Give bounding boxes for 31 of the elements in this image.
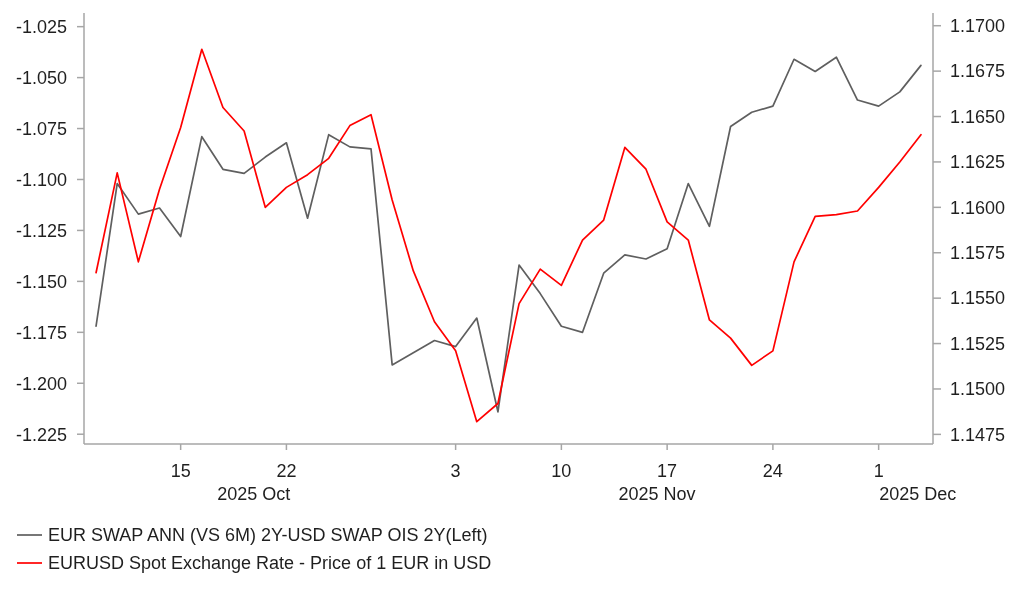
x-tick-label: 17	[657, 461, 678, 481]
y2-tick-label: 1.1625	[950, 152, 1006, 173]
y2-tick-label: 1.1550	[950, 288, 1006, 309]
y-tick-label: -1.175	[15, 322, 67, 343]
y-tick-label: -1.050	[15, 67, 67, 88]
x-tick-label: 22	[276, 461, 297, 481]
y-tick-label: -1.100	[15, 169, 67, 190]
legend-label: EUR SWAP ANN (VS 6M) 2Y-USD SWAP OIS 2Y(Left)	[48, 525, 488, 546]
text: 2025 Oct	[217, 484, 291, 504]
y-tick-label: -1.025	[15, 16, 67, 37]
y2-tick-label: 1.1500	[950, 379, 1006, 400]
x-tick-label: 3	[450, 461, 461, 481]
y2-tick-label: 1.1525	[950, 333, 1006, 354]
y-tick-label: -1.125	[15, 220, 67, 241]
legend-label: EURUSD Spot Exchange Rate - Price of 1 EUR in USD	[48, 553, 492, 574]
x-tick-label: 24	[762, 461, 783, 481]
text: 2025 Dec	[879, 484, 957, 504]
x-tick-label: 15	[170, 461, 191, 481]
y2-tick-label: 1.1475	[950, 424, 1006, 445]
x-tick-label: 1	[873, 461, 884, 481]
y2-tick-label: 1.1700	[950, 16, 1006, 37]
y2-tick-label: 1.1675	[950, 61, 1006, 82]
y2-tick-label: 1.1575	[950, 243, 1006, 264]
y-tick-label: -1.150	[15, 271, 67, 292]
y-tick-label: -1.075	[15, 118, 67, 139]
text: 2025 Nov	[618, 484, 696, 504]
y2-tick-label: 1.1600	[950, 197, 1006, 218]
y-tick-label: -1.225	[15, 424, 67, 445]
y2-tick-label: 1.1650	[950, 106, 1006, 127]
x-tick-label: 10	[551, 461, 572, 481]
y-tick-label: -1.200	[15, 373, 67, 394]
